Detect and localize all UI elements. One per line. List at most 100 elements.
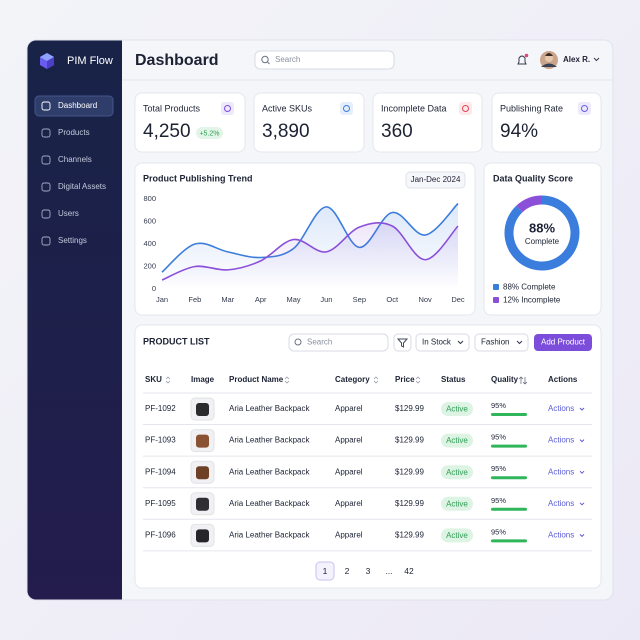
cell-status: Active (446, 468, 468, 477)
date-range[interactable]: Jan-Dec 2024 (411, 175, 461, 184)
status-pill (441, 402, 473, 416)
filter-button[interactable] (393, 333, 412, 352)
page-link[interactable]: 1 (323, 566, 328, 576)
logo (40, 53, 54, 69)
x-tick-label: Oct (386, 295, 399, 304)
menu-icon (41, 209, 51, 219)
column-header[interactable]: Price (395, 375, 415, 384)
column-header[interactable]: Actions (548, 375, 578, 384)
column-header[interactable]: Category (335, 375, 370, 384)
y-tick-label: 200 (143, 261, 156, 270)
x-tick-label: Feb (188, 295, 201, 304)
avatar[interactable] (540, 51, 558, 69)
action-chevron (579, 534, 585, 538)
cell-status: Active (446, 499, 468, 508)
dropdown-chevron (516, 340, 523, 345)
window-border (26, 39, 614, 601)
x-tick-label: Mar (221, 295, 234, 304)
donut-center-value: 88% (529, 220, 555, 235)
kpi-value: 360 (381, 121, 413, 142)
kpi-card (253, 92, 365, 153)
action-chevron (579, 439, 585, 443)
page-link[interactable]: 2 (345, 566, 350, 576)
page-link[interactable]: 3 (366, 566, 371, 576)
column-header[interactable]: Quality (491, 375, 519, 384)
product-image (196, 403, 209, 416)
cell-sku: PF-1093 (145, 436, 176, 445)
cell-price: $129.99 (395, 436, 424, 445)
menu-item[interactable]: Channels (58, 155, 92, 164)
sort-icon (518, 376, 528, 385)
current-page-box[interactable] (315, 561, 335, 581)
column-header[interactable]: Product Name (229, 375, 284, 384)
stock-dropdown[interactable] (415, 333, 470, 352)
column-header[interactable]: Image (191, 375, 215, 384)
action-chevron (579, 470, 585, 474)
cell-name: Aria Leather Backpack (229, 467, 310, 476)
x-tick-label: Nov (418, 295, 432, 304)
y-tick-label: 0 (152, 284, 156, 293)
menu-item[interactable]: Settings (58, 236, 87, 245)
cell-category: Apparel (335, 531, 363, 540)
menu-item[interactable]: Users (58, 209, 79, 218)
product-image (196, 497, 209, 511)
column-header[interactable]: SKU (145, 375, 162, 384)
cell-action[interactable]: Actions (548, 404, 574, 413)
search-placeholder[interactable]: Search (275, 55, 300, 64)
quality-bar (491, 539, 527, 543)
cell-action[interactable]: Actions (548, 436, 574, 445)
category-dropdown[interactable] (474, 333, 529, 352)
action-chevron (579, 407, 585, 411)
kpi-icon (224, 105, 231, 112)
add-product-button[interactable] (534, 334, 592, 351)
user-menu-chevron[interactable] (593, 57, 600, 62)
kpi-label: Incomplete Data (381, 103, 447, 113)
button-label[interactable]: Add Product (541, 338, 586, 347)
x-tick-label: May (286, 295, 300, 304)
filter-label[interactable]: In Stock (422, 338, 452, 347)
kpi-label: Active SKUs (262, 103, 313, 113)
cell-action[interactable]: Actions (548, 499, 574, 508)
cell-action[interactable]: Actions (548, 467, 574, 476)
kpi-icon (340, 102, 353, 115)
quality-bar (491, 444, 527, 448)
cell-price: $129.99 (395, 467, 424, 476)
search-placeholder[interactable]: Search (307, 338, 332, 347)
search-box[interactable] (254, 50, 395, 70)
column-header[interactable]: Status (441, 375, 466, 384)
quality-bar (491, 476, 527, 480)
series-line (161, 222, 459, 281)
cell-quality: 95% (491, 464, 506, 473)
cell-name: Aria Leather Backpack (229, 404, 310, 413)
cell-price: $129.99 (395, 404, 424, 413)
date-range-badge[interactable] (405, 171, 466, 189)
filter-label[interactable]: Fashion (481, 338, 509, 347)
menu-item[interactable]: Digital Assets (58, 182, 106, 191)
cell-action[interactable]: Actions (548, 531, 574, 540)
user-name[interactable]: Alex R. (563, 55, 590, 64)
quality-card (483, 162, 602, 316)
chart-title: Product Publishing Trend (143, 173, 253, 183)
y-tick-label: 400 (143, 239, 156, 248)
cell-sku: PF-1092 (145, 404, 176, 413)
status-pill (441, 433, 473, 448)
brand-name: PIM Flow (67, 55, 113, 67)
cell-category: Apparel (335, 499, 363, 508)
product-image (196, 529, 209, 543)
active-menu-bg[interactable] (34, 95, 114, 117)
status-pill (441, 496, 473, 511)
y-tick-label: 600 (143, 216, 156, 225)
kpi-icon (221, 102, 234, 115)
donut-segment (504, 195, 580, 271)
table-search-box[interactable] (288, 333, 389, 352)
menu-item[interactable]: Products (58, 128, 90, 137)
donut-center-label: Complete (525, 237, 560, 246)
page-link[interactable]: ... (385, 566, 392, 576)
menu-item[interactable]: Dashboard (58, 101, 97, 110)
x-tick-label: Jun (320, 295, 332, 304)
cell-quality: 95% (491, 433, 506, 442)
page-link[interactable]: 42 (404, 566, 414, 576)
bell-icon[interactable] (517, 53, 529, 65)
menu-icon (41, 101, 51, 111)
